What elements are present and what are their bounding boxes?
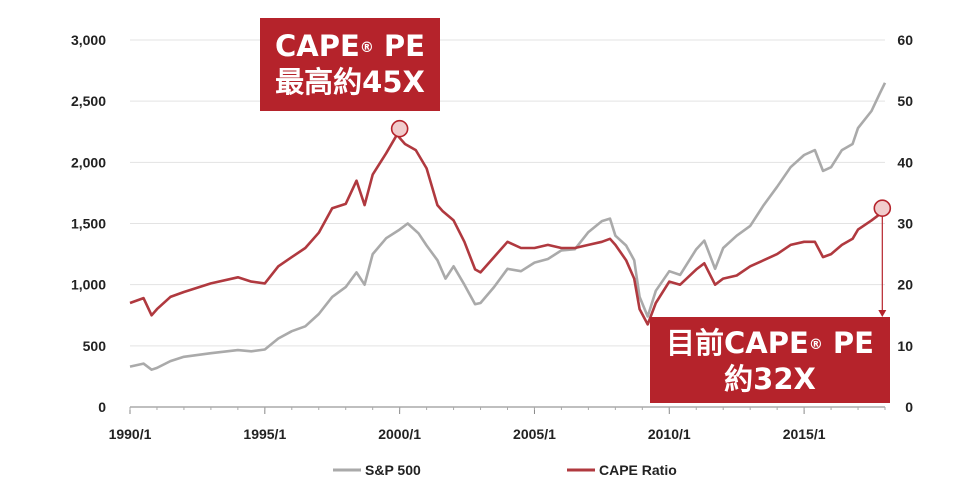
annotation-markers bbox=[390, 119, 892, 317]
x-tick-label: 1995/1 bbox=[243, 426, 286, 442]
y-right-tick-label: 50 bbox=[897, 93, 913, 109]
y-right-tick-label: 30 bbox=[897, 216, 913, 232]
y-right-tick-label: 10 bbox=[897, 338, 913, 354]
legend: S&P 500 CAPE Ratio bbox=[333, 462, 677, 478]
x-tick-label: 1990/1 bbox=[109, 426, 152, 442]
y-left-tick-label: 1,000 bbox=[71, 277, 106, 293]
y-left-tick-label: 3,000 bbox=[71, 32, 106, 48]
y-right-tick-label: 0 bbox=[905, 399, 913, 415]
current-callout-line1: 目前CAPE bbox=[666, 326, 809, 360]
peak-callout-line1: CAPE bbox=[275, 29, 360, 63]
current-leader-arrow bbox=[878, 310, 887, 317]
y-left-tick-label: 500 bbox=[83, 338, 107, 354]
y-left-tick-label: 1,500 bbox=[71, 216, 106, 232]
y-right-ticks: 0 10 20 30 40 50 60 bbox=[897, 32, 913, 415]
axes bbox=[129, 406, 886, 414]
current-callout-line1b: PE bbox=[822, 326, 874, 360]
peak-callout: CAPE® PE 最高約45X bbox=[260, 18, 440, 111]
current-callout: 目前CAPE® PE 約32X bbox=[650, 317, 890, 403]
legend-label-sp500: S&P 500 bbox=[365, 462, 421, 478]
y-right-tick-label: 60 bbox=[897, 32, 913, 48]
y-right-tick-label: 40 bbox=[897, 154, 913, 170]
peak-callout-line1b: PE bbox=[373, 29, 425, 63]
current-marker bbox=[873, 199, 892, 218]
current-callout-reg: ® bbox=[808, 337, 823, 353]
legend-label-cape: CAPE Ratio bbox=[599, 462, 677, 478]
y-left-tick-label: 2,000 bbox=[71, 154, 106, 170]
x-tick-label: 2005/1 bbox=[513, 426, 556, 442]
peak-marker bbox=[390, 119, 409, 138]
x-tick-label: 2015/1 bbox=[783, 426, 826, 442]
x-ticks: 1990/1 1995/1 2000/1 2005/1 2010/1 2015/1 bbox=[109, 426, 826, 442]
series-lines bbox=[129, 82, 887, 371]
y-left-tick-label: 2,500 bbox=[71, 93, 106, 109]
peak-callout-line2: 最高約45X bbox=[275, 65, 425, 99]
x-tick-label: 2000/1 bbox=[378, 426, 421, 442]
x-tick-label: 2010/1 bbox=[648, 426, 691, 442]
cape-ratio-line bbox=[129, 133, 886, 326]
current-callout-line2: 約32X bbox=[724, 362, 816, 396]
peak-callout-reg: ® bbox=[359, 40, 374, 56]
sp500-line bbox=[129, 82, 887, 371]
y-right-tick-label: 20 bbox=[897, 277, 913, 293]
y-left-ticks: 0 500 1,000 1,500 2,000 2,500 3,000 bbox=[71, 32, 106, 415]
y-left-tick-label: 0 bbox=[98, 399, 106, 415]
